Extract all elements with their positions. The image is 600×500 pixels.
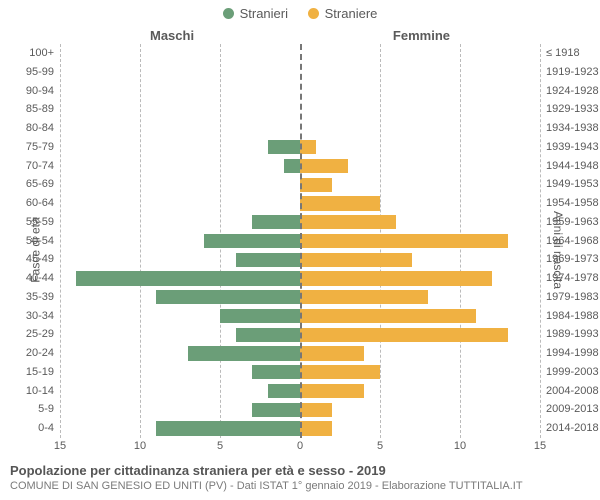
age-label: 45-49: [26, 250, 60, 269]
age-label: 40-44: [26, 269, 60, 288]
bar-female: [300, 403, 332, 417]
birth-year-label: 1949-1953: [540, 175, 599, 194]
x-tick-label: 0: [297, 440, 303, 452]
legend: Stranieri Straniere: [0, 6, 600, 22]
age-label: 5-9: [38, 400, 60, 419]
birth-year-label: 1939-1943: [540, 138, 599, 157]
bar-female: [300, 365, 380, 379]
bar-female: [300, 215, 396, 229]
header-male: Maschi: [150, 28, 194, 43]
bar-male: [220, 309, 300, 323]
birth-year-label: 2014-2018: [540, 419, 599, 438]
legend-item-male: Stranieri: [223, 6, 288, 21]
legend-label-male: Stranieri: [240, 6, 288, 21]
birth-year-label: 1954-1958: [540, 194, 599, 213]
bar-female: [300, 159, 348, 173]
bar-female: [300, 421, 332, 435]
plot-area: 100+≤ 191895-991919-192390-941924-192885…: [60, 44, 540, 438]
age-label: 25-29: [26, 325, 60, 344]
bar-male: [268, 140, 300, 154]
birth-year-label: 1974-1978: [540, 269, 599, 288]
bar-male: [252, 365, 300, 379]
age-label: 60-64: [26, 194, 60, 213]
birth-year-label: 1989-1993: [540, 325, 599, 344]
bar-female: [300, 178, 332, 192]
legend-label-female: Straniere: [325, 6, 378, 21]
footer-subtitle: COMUNE DI SAN GENESIO ED UNITI (PV) - Da…: [10, 480, 590, 492]
age-label: 90-94: [26, 82, 60, 101]
bar-female: [300, 309, 476, 323]
bar-male: [156, 290, 300, 304]
age-label: 65-69: [26, 175, 60, 194]
bar-male: [236, 328, 300, 342]
bar-female: [300, 328, 508, 342]
bar-male: [204, 234, 300, 248]
x-axis: 15105051015: [60, 438, 540, 454]
birth-year-label: 1994-1998: [540, 344, 599, 363]
birth-year-label: 1964-1968: [540, 232, 599, 251]
legend-swatch-male: [223, 8, 234, 19]
birth-year-label: 1929-1933: [540, 100, 599, 119]
bar-female: [300, 290, 428, 304]
chart-footer: Popolazione per cittadinanza straniera p…: [10, 463, 590, 492]
bar-male: [268, 384, 300, 398]
bar-male: [156, 421, 300, 435]
birth-year-label: 1984-1988: [540, 307, 599, 326]
age-label: 70-74: [26, 157, 60, 176]
birth-year-label: 1979-1983: [540, 288, 599, 307]
age-label: 55-59: [26, 213, 60, 232]
age-label: 75-79: [26, 138, 60, 157]
birth-year-label: 1969-1973: [540, 250, 599, 269]
population-pyramid-chart: Stranieri Straniere Maschi Femmine Fasce…: [0, 0, 600, 500]
age-label: 0-4: [38, 419, 60, 438]
bar-female: [300, 196, 380, 210]
bar-female: [300, 140, 316, 154]
age-label: 85-89: [26, 100, 60, 119]
age-label: 30-34: [26, 307, 60, 326]
bar-male: [236, 253, 300, 267]
age-label: 35-39: [26, 288, 60, 307]
birth-year-label: 1999-2003: [540, 363, 599, 382]
birth-year-label: 1934-1938: [540, 119, 599, 138]
bar-female: [300, 253, 412, 267]
x-tick-label: 10: [454, 440, 466, 452]
x-tick-label: 5: [217, 440, 223, 452]
bar-male: [252, 215, 300, 229]
header-female: Femmine: [393, 28, 450, 43]
bar-male: [252, 403, 300, 417]
x-tick-label: 5: [377, 440, 383, 452]
age-label: 95-99: [26, 63, 60, 82]
x-tick-label: 15: [54, 440, 66, 452]
birth-year-label: 1959-1963: [540, 213, 599, 232]
bar-female: [300, 271, 492, 285]
age-label: 20-24: [26, 344, 60, 363]
bar-female: [300, 234, 508, 248]
birth-year-label: 1944-1948: [540, 157, 599, 176]
birth-year-label: 2009-2013: [540, 400, 599, 419]
x-tick-label: 15: [534, 440, 546, 452]
x-tick-label: 10: [134, 440, 146, 452]
bar-male: [76, 271, 300, 285]
birth-year-label: 2004-2008: [540, 382, 599, 401]
legend-swatch-female: [308, 8, 319, 19]
bar-female: [300, 384, 364, 398]
birth-year-label: 1919-1923: [540, 63, 599, 82]
footer-title: Popolazione per cittadinanza straniera p…: [10, 463, 590, 478]
bar-female: [300, 346, 364, 360]
center-axis-line: [300, 44, 302, 438]
age-label: 10-14: [26, 382, 60, 401]
birth-year-label: ≤ 1918: [540, 44, 580, 63]
bar-male: [188, 346, 300, 360]
age-label: 50-54: [26, 232, 60, 251]
birth-year-label: 1924-1928: [540, 82, 599, 101]
age-label: 100+: [29, 44, 60, 63]
bar-male: [284, 159, 300, 173]
age-label: 15-19: [26, 363, 60, 382]
age-label: 80-84: [26, 119, 60, 138]
legend-item-female: Straniere: [308, 6, 378, 21]
